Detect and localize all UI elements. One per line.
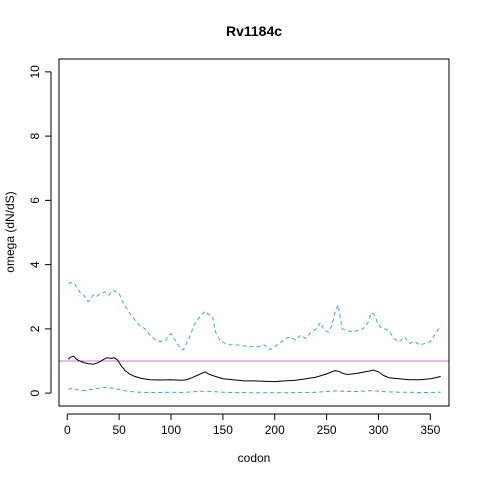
y-tick-label: 2 [28,325,42,332]
y-tick-label: 10 [28,65,42,79]
x-tick-label: 0 [64,423,71,437]
x-tick-label: 100 [161,423,181,437]
y-tick-label: 8 [28,132,42,139]
x-tick-label: 200 [265,423,285,437]
series-line-2 [68,281,442,351]
y-tick-label: 0 [28,389,42,396]
plot-frame [58,58,450,407]
x-tick-label: 250 [317,423,337,437]
series-line-1 [67,355,441,383]
chart-title: Rv1184c [226,23,282,39]
x-tick-label: 150 [213,423,233,437]
series-line-3 [68,386,441,394]
y-axis-label: omega (dN/dS) [3,191,17,272]
x-tick-label: 50 [112,423,126,437]
y-tick-label: 6 [28,197,42,204]
y-tick-label: 4 [28,261,42,268]
x-tick-label: 300 [368,423,388,437]
plot-area: 0 50 100 150 200 250 300 350 0 2 4 6 8 10 [28,58,450,437]
x-tick-label: 350 [420,423,440,437]
x-axis-label: codon [238,451,271,465]
